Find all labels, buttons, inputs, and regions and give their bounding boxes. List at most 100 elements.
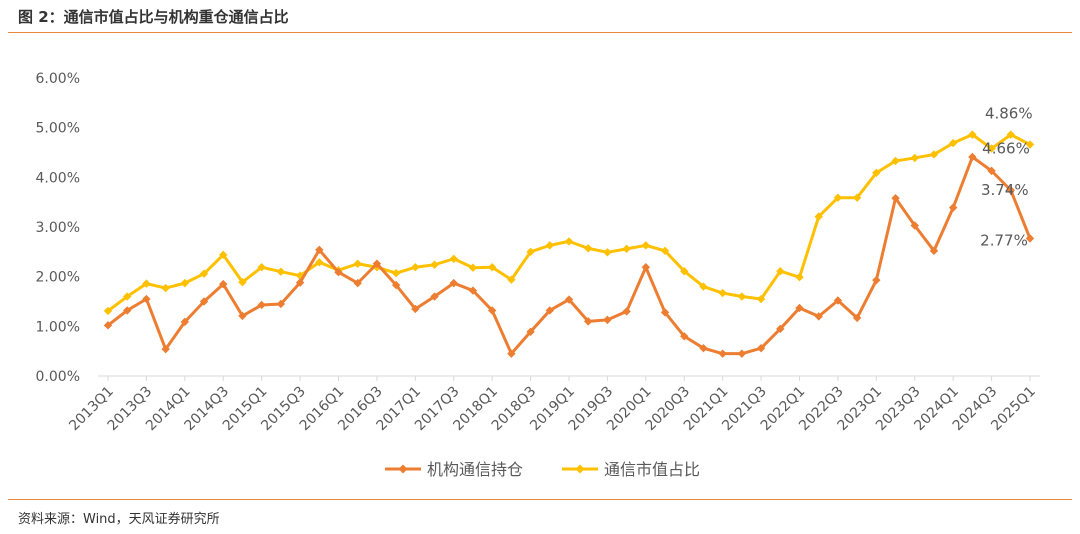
series-1-point (353, 259, 362, 268)
series-1-point (756, 294, 766, 304)
y-tick-label: 0.00% (36, 369, 80, 385)
data-label: 4.86% (985, 105, 1033, 123)
series-0-point (238, 311, 247, 321)
y-tick-label: 2.00% (36, 270, 80, 286)
series-0-point (142, 294, 151, 304)
series-1-point (180, 278, 190, 288)
series-0-point (1006, 186, 1015, 195)
series-1-point (603, 248, 612, 257)
series-0-point (411, 304, 420, 314)
series-0-point (584, 317, 593, 326)
series-0-point (526, 327, 535, 336)
series-0-point (295, 278, 305, 287)
series-0-point (680, 332, 689, 341)
series-1-point (737, 292, 747, 301)
x-axis: 2013Q12013Q32014Q12014Q32015Q12015Q32016… (66, 375, 1040, 434)
series-1-point (545, 241, 554, 250)
series-0-point (737, 349, 747, 358)
y-tick-label: 3.00% (36, 220, 80, 236)
y-tick-label: 6.00% (36, 71, 80, 87)
series-0-point (891, 193, 900, 203)
series-1-point (142, 279, 151, 288)
series-0-point (641, 263, 651, 272)
series-0-point (910, 221, 919, 230)
series-0-point (353, 278, 362, 288)
source-note: 资料来源：Wind，天风证券研究所 (18, 512, 220, 527)
series-1-point (968, 130, 977, 139)
series-1-point (507, 275, 516, 284)
series-0-point (449, 278, 458, 288)
series-0-point (430, 292, 439, 301)
series-1-point (852, 193, 862, 202)
title-rule (8, 32, 1072, 33)
legend-label: 通信市值占比 (604, 460, 700, 479)
series-1-point (103, 306, 113, 316)
series-0-point (468, 286, 478, 295)
series-1-point (199, 269, 209, 278)
series-0-point (603, 315, 612, 325)
series-1-point (257, 263, 266, 272)
series-1-point (391, 268, 401, 278)
series-0-point (487, 306, 497, 315)
y-axis: 0.00% 1.00% 2.00% 3.00% 4.00% 5.00% 6.00% (36, 71, 80, 385)
series-1-point (161, 283, 170, 293)
series-1-point (814, 212, 823, 221)
series-1-point (1025, 140, 1035, 149)
series-0-point (795, 303, 804, 313)
series-0-point (987, 166, 996, 176)
series-1-point (622, 244, 631, 254)
series-0-point (199, 297, 209, 306)
series-1-point (660, 246, 670, 256)
series-layer (103, 130, 1035, 358)
series-0-point (257, 300, 266, 310)
series-0-point (219, 279, 228, 289)
series-0-point (1025, 234, 1035, 243)
series-0-point (872, 275, 881, 285)
series-0-point (776, 324, 785, 334)
series-1-point (929, 150, 939, 159)
data-label: 2.77% (980, 231, 1028, 249)
series-0-point (718, 349, 727, 358)
series-0-point (161, 344, 170, 354)
series-1-point (526, 247, 535, 257)
source-rule (8, 499, 1072, 500)
series-1-point (987, 144, 996, 153)
legend-label: 机构通信持仓 (427, 460, 523, 479)
series-1-point (833, 193, 843, 202)
series-0-point (315, 245, 324, 255)
legend-marker (575, 464, 585, 474)
series-1-point (238, 277, 247, 287)
series-0-point (334, 267, 343, 277)
series-0-point (545, 306, 554, 315)
series-0-point (103, 321, 113, 330)
y-tick-label: 4.00% (36, 170, 80, 186)
series-0-point (180, 317, 190, 327)
series-line-0 (107, 155, 1032, 356)
series-1-point (564, 237, 574, 246)
series-0-point (564, 295, 574, 304)
series-1-point (910, 153, 919, 163)
series-1-point (948, 138, 958, 148)
series-1-point (449, 254, 458, 263)
data-label: 3.74% (981, 181, 1029, 199)
series-0-point (391, 280, 401, 290)
series-1-point (411, 263, 420, 272)
y-tick-label: 5.00% (36, 121, 80, 137)
series-0-point (622, 307, 631, 316)
series-1-point (315, 258, 324, 267)
series-0-point (833, 296, 843, 305)
series-1-point (718, 288, 727, 298)
series-0-point (929, 246, 939, 256)
y-tick-label: 1.00% (36, 319, 80, 335)
series-1-point (776, 267, 785, 276)
series-0-point (507, 349, 516, 358)
series-1-point (123, 292, 132, 301)
series-0-point (372, 259, 382, 268)
series-0-point (852, 313, 862, 323)
series-0-point (948, 203, 958, 212)
line-chart: 0.00% 1.00% 2.00% 3.00% 4.00% 5.00% 6.00% 2013… (36, 71, 1040, 479)
series-0-point (699, 343, 708, 353)
series-1-point (468, 263, 478, 272)
series-1-point (680, 267, 689, 276)
figure-title: 图 2：通信市值占比与机构重仓通信占比 (18, 8, 289, 26)
